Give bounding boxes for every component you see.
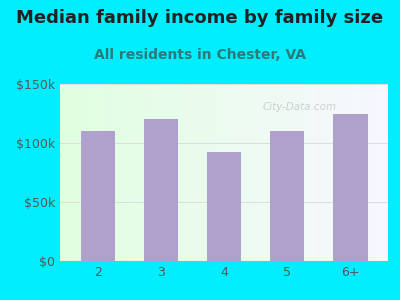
Text: All residents in Chester, VA: All residents in Chester, VA (94, 48, 306, 62)
Bar (207, 152, 241, 261)
Bar (270, 131, 304, 261)
Text: Median family income by family size: Median family income by family size (16, 9, 384, 27)
Text: City-Data.com: City-Data.com (262, 102, 336, 112)
Bar (333, 113, 368, 261)
Bar (80, 131, 115, 261)
Bar (144, 119, 178, 261)
